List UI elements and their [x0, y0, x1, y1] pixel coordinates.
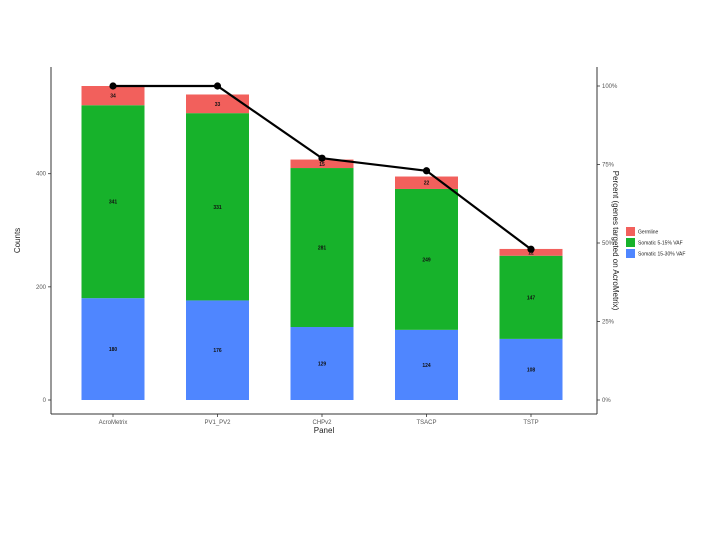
- bars: [81, 86, 563, 400]
- x-axis-title: Panel: [314, 426, 335, 435]
- data-label: 331: [213, 205, 222, 211]
- y2-tick-label: 25%: [602, 320, 615, 326]
- bar-segment: [81, 86, 145, 106]
- y2-tick-label: 50%: [602, 241, 615, 247]
- legend: Germline Somatic 5-15% VAF Somatic 15-30% …: [626, 227, 685, 258]
- y-axis-title: Counts: [13, 228, 22, 253]
- x-tick-label: TSTP: [523, 420, 538, 426]
- data-label: 33: [215, 102, 221, 108]
- percent-point: [318, 154, 326, 162]
- percent-point: [213, 82, 222, 90]
- data-label: 249: [422, 257, 431, 263]
- y2-tick-label: 0%: [602, 398, 611, 404]
- bar-segment: [186, 113, 249, 301]
- legend-label: Somatic 15-30% VAF: [638, 252, 685, 258]
- y2-axis-title: Percent (genes targeted on AcroMetrix): [611, 171, 620, 311]
- bar-segment: [290, 168, 354, 328]
- percent-point: [422, 167, 431, 175]
- legend-swatch: [626, 238, 635, 247]
- bar-segment: [290, 327, 354, 400]
- data-label: 124: [422, 363, 431, 369]
- y2-tick-label: 75%: [602, 163, 615, 169]
- percent-point: [527, 245, 535, 253]
- bar-segment: [186, 94, 249, 114]
- legend-swatch: [626, 249, 635, 258]
- data-label: 176: [213, 348, 222, 354]
- x-tick-label: PV1_PV2: [204, 420, 231, 426]
- y-tick-label: 200: [36, 285, 47, 291]
- bar-segment: [499, 338, 563, 400]
- data-label: 281: [318, 246, 327, 252]
- legend-label: Germline: [638, 230, 659, 236]
- bar-segment: [499, 255, 563, 339]
- x-tick-label: TSACP: [416, 420, 436, 426]
- bar-segment: [81, 298, 145, 400]
- data-label: 180: [109, 347, 118, 353]
- bar-segment: [81, 105, 145, 299]
- data-label: 108: [527, 367, 536, 373]
- legend-swatch: [626, 227, 635, 236]
- data-label: 34: [110, 94, 116, 100]
- y-tick-label: 0: [43, 398, 47, 404]
- y-tick-label: 400: [36, 172, 47, 178]
- y2-tick-label: 100%: [602, 84, 618, 90]
- data-label: 341: [109, 200, 118, 206]
- data-label: 129: [318, 362, 327, 368]
- x-tick-label: CHPv2: [312, 420, 332, 426]
- axes: [48, 67, 600, 417]
- percent-point: [109, 82, 117, 90]
- x-tick-label: AcroMetrix: [99, 420, 128, 426]
- bar-segment: [395, 188, 458, 330]
- data-label: 12: [528, 250, 534, 256]
- bar-segment: [395, 329, 458, 400]
- percent-line-layer: [109, 82, 535, 253]
- bar-segment: [186, 300, 249, 400]
- data-label: 15: [319, 162, 325, 168]
- legend-label: Somatic 5-15% VAF: [638, 241, 683, 247]
- bar-segment: [290, 159, 354, 169]
- data-label: 147: [527, 295, 536, 301]
- tick-labels: 0 200 400 0% 25% 50% 75% 100% AcroMetrix PV1_PV2 C…: [36, 84, 618, 426]
- segment-labels: 180 341 34 176 331 33 129 281 15 124 249 22 108 147 12: [109, 94, 536, 374]
- data-label: 22: [424, 181, 430, 187]
- bar-segment: [395, 176, 458, 189]
